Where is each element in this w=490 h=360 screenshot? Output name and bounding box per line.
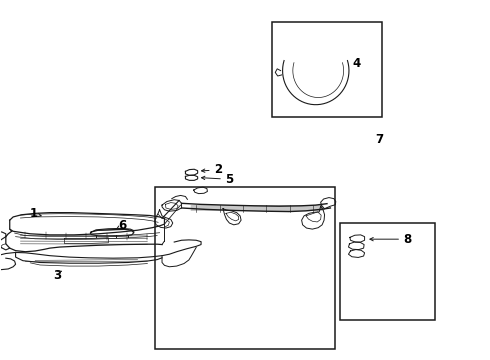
Bar: [340, 223, 435, 320]
Text: 3: 3: [53, 269, 61, 282]
Text: 8: 8: [403, 233, 411, 246]
Text: 7: 7: [375, 133, 383, 146]
Text: 6: 6: [118, 219, 126, 232]
Text: 1: 1: [30, 207, 38, 220]
Bar: [155, 187, 335, 348]
Text: 2: 2: [214, 163, 222, 176]
Text: 5: 5: [225, 173, 234, 186]
Bar: [272, 22, 382, 117]
Text: 4: 4: [352, 57, 361, 70]
